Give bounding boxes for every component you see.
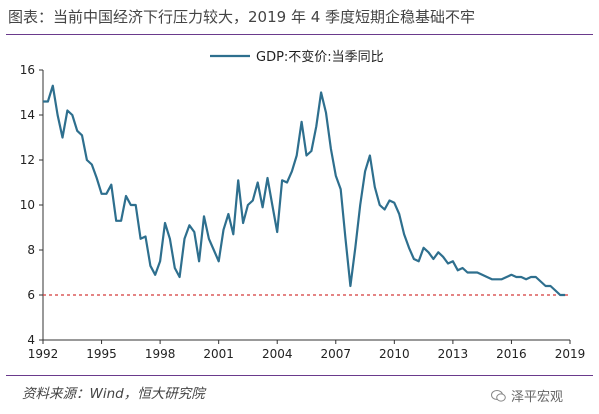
y-axis-ticks: 4 6 8 10 12 14 16 [20,63,43,347]
x-tick-label: 2001 [203,347,234,361]
wechat-icon [490,389,506,402]
x-tick-label: 2019 [555,347,586,361]
source-note: 资料来源：Wind，恒大研究院 [22,386,205,402]
legend-label-gdp: GDP:不变价:当季同比 [256,49,384,65]
y-tick-label: 10 [20,198,35,212]
axes [42,70,570,341]
x-tick-label: 2016 [496,347,527,361]
brand-text: 泽平宏观 [510,390,563,405]
y-tick-label: 8 [27,243,35,257]
x-axis-ticks: 1992 1995 1998 2001 2004 2007 2010 2013 2016 2019 [28,340,586,361]
x-tick-label: 2010 [379,347,410,361]
y-tick-label: 6 [27,288,35,302]
y-tick-label: 4 [27,333,35,347]
x-tick-label: 2004 [262,347,293,361]
gdp-series-line [43,84,566,297]
y-tick-label: 16 [20,63,35,77]
y-tick-label: 14 [20,108,35,122]
bottom-rule [6,375,593,376]
legend: GDP:不变价:当季同比 [210,49,384,65]
y-tick-label: 12 [20,153,35,167]
x-tick-label: 2007 [321,347,352,361]
x-tick-label: 1995 [86,347,117,361]
x-tick-label: 1998 [145,347,176,361]
x-tick-label: 2013 [438,347,469,361]
brand: 泽平宏观 [490,386,563,405]
x-tick-label: 1992 [28,347,59,361]
gdp-line-chart: 4 6 8 10 12 14 16 1992 1995 1998 2001 2004 2007 2010… [20,49,586,361]
top-rule [6,34,593,35]
figure-title: 图表：当前中国经济下行压力较大，2019 年 4 季度短期企稳基础不牢 [8,8,476,26]
